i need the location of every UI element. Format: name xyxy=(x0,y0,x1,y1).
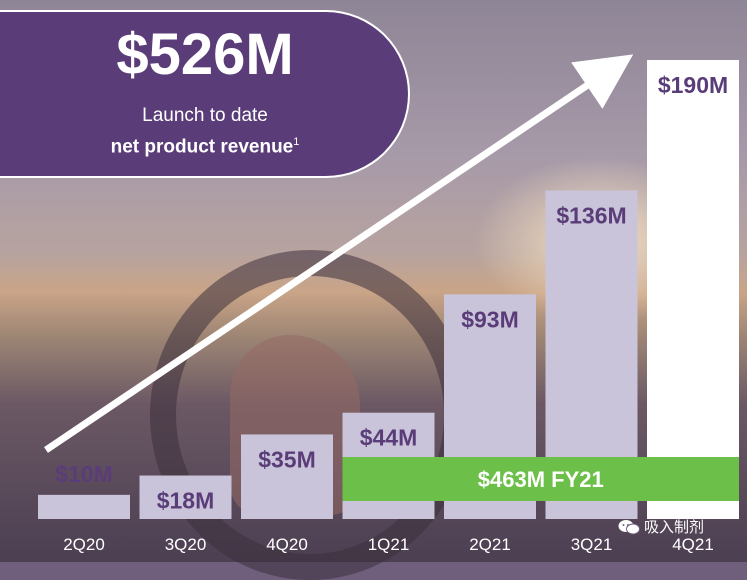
data-label-4Q21: $190M xyxy=(658,72,728,98)
footnote-marker: 1 xyxy=(293,136,300,148)
headline-line2-text: net product revenue xyxy=(110,136,294,158)
headline-line1: Launch to date xyxy=(142,105,268,126)
total-revenue-value: $526M xyxy=(116,22,294,87)
revenue-bar-chart: $463M FY21 $10M $18M $35M $44M $93M $136M $190… xyxy=(38,54,739,554)
bar-4Q20 xyxy=(241,434,333,519)
tick-label-2Q21: 2Q21 xyxy=(469,535,511,554)
data-label-2Q20: $10M xyxy=(55,461,113,487)
growth-arrow xyxy=(44,54,634,453)
tick-label-2Q20: 2Q20 xyxy=(63,535,105,554)
bar-4Q21 xyxy=(647,60,739,519)
headline-panel xyxy=(0,10,410,178)
data-label-3Q21: $136M xyxy=(556,202,626,228)
bar-3Q20 xyxy=(139,475,232,519)
fy21-band xyxy=(342,457,739,501)
data-label-4Q20: $35M xyxy=(258,446,316,472)
data-label-3Q20: $18M xyxy=(157,488,215,514)
headline-line2: net product revenue1 xyxy=(0,130,410,159)
watermark: 吸入制剂 xyxy=(618,516,704,537)
wechat-icon xyxy=(618,519,640,535)
tick-label-3Q20: 3Q20 xyxy=(165,535,207,554)
tick-label-3Q21: 3Q21 xyxy=(571,535,613,554)
tick-label-4Q20: 4Q20 xyxy=(266,535,308,554)
data-label-1Q21: $44M xyxy=(360,425,418,451)
data-label-2Q21: $93M xyxy=(461,306,519,332)
watermark-text: 吸入制剂 xyxy=(644,519,705,536)
tick-label-1Q21: 1Q21 xyxy=(368,535,410,554)
tick-label-4Q21: 4Q21 xyxy=(672,535,714,554)
fy21-total-label: $463M FY21 xyxy=(478,467,604,492)
bar-2Q20 xyxy=(38,494,130,519)
